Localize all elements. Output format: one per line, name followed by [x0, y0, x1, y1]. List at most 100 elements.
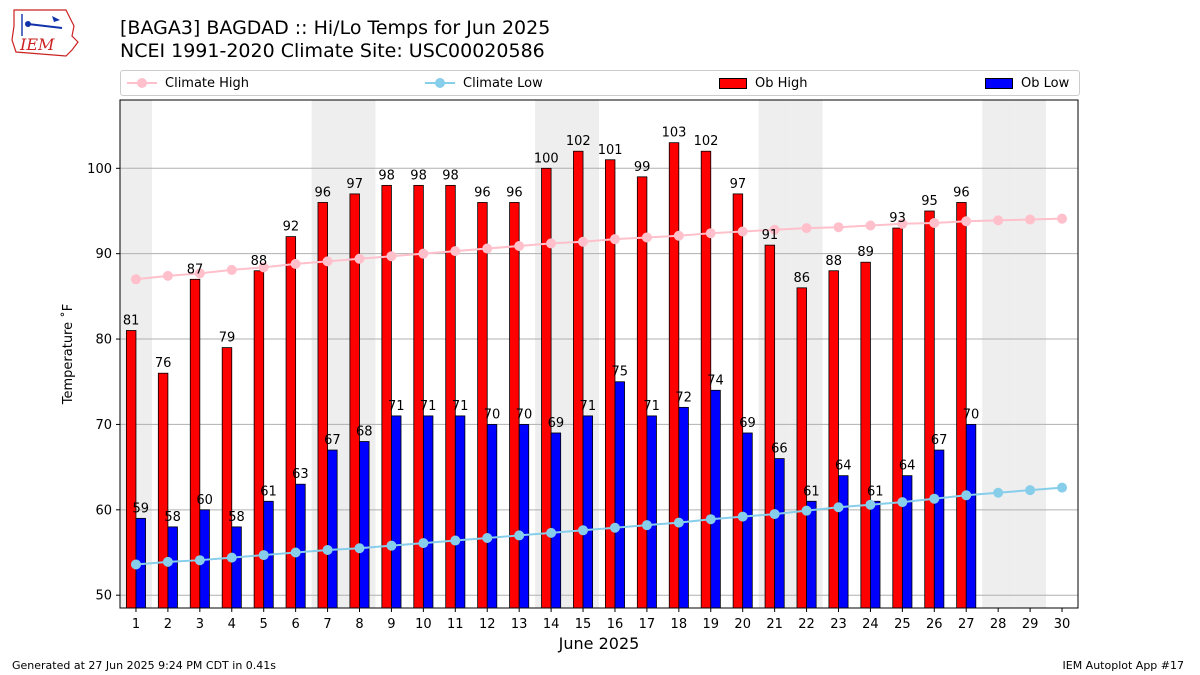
- y-tick-label: 50: [95, 589, 112, 604]
- ob-high-bar: [764, 244, 776, 609]
- climate-low-point: [737, 511, 748, 522]
- ob-high-label: 86: [794, 271, 811, 286]
- legend-label: Climate Low: [463, 75, 543, 91]
- ob-low-label: 64: [899, 459, 916, 474]
- ob-low-bar: [870, 500, 881, 609]
- ob-low-bar: [710, 389, 721, 609]
- ob-high-label: 91: [762, 228, 779, 243]
- ob-high-label: 79: [219, 331, 236, 346]
- ob-high-bar: [924, 210, 935, 609]
- ob-high-bar: [956, 202, 967, 609]
- ob-low-bar: [327, 449, 338, 609]
- bars: [125, 142, 977, 609]
- ob-low-label: 59: [132, 501, 149, 516]
- climate-high-point: [226, 264, 237, 275]
- climate-high-point: [1025, 214, 1036, 225]
- climate-low-point: [386, 540, 397, 551]
- ob-low-label: 64: [835, 459, 852, 474]
- ob-low-bar: [965, 424, 977, 609]
- ob-low-bar: [486, 424, 498, 609]
- ob-low-label: 58: [228, 510, 245, 525]
- ob-high-bar: [892, 227, 903, 609]
- ob-high-label: 93: [889, 211, 906, 226]
- ob-high-label: 98: [410, 168, 427, 183]
- legend-label: Ob High: [755, 75, 808, 91]
- ob-low-label: 71: [580, 399, 597, 414]
- climate-low-point: [130, 559, 141, 570]
- y-axis: 50 60 70 80 90 100: [87, 162, 120, 604]
- y-tick-label: 80: [95, 333, 112, 348]
- climate-high-swatch: [127, 78, 157, 88]
- climate-high-point: [546, 238, 557, 249]
- ob-low-label: 74: [707, 373, 724, 388]
- x-tick-label: 14: [543, 617, 560, 632]
- ob-low-label: 68: [356, 425, 373, 440]
- ob-high-bar: [221, 347, 233, 609]
- weekend-band: [1014, 100, 1047, 608]
- climate-low-point: [418, 538, 429, 549]
- legend-label: Ob Low: [1021, 75, 1070, 91]
- ob-low-label: 70: [516, 407, 533, 422]
- climate-high-point: [290, 258, 301, 269]
- climate-low-point: [705, 514, 716, 525]
- ob-low-label: 61: [260, 484, 277, 499]
- climate-high-point: [386, 251, 397, 262]
- x-tick-label: 25: [894, 617, 911, 632]
- x-axis: 1 2 3 4 5 6 7 8 9 10 11 12 13 14 15 16 17 18 19 20 21 22 23 24 2…: [132, 608, 1070, 632]
- ob-low-bar: [582, 415, 594, 609]
- y-tick-label: 60: [95, 503, 112, 518]
- ob-high-bar: [541, 167, 552, 609]
- x-tick-label: 12: [479, 617, 496, 632]
- x-tick-label: 1: [132, 617, 140, 632]
- x-tick-label: 6: [291, 617, 299, 632]
- x-tick-label: 10: [415, 617, 432, 632]
- ob-low-label: 69: [739, 416, 756, 431]
- ob-high-bar: [732, 193, 744, 609]
- climate-high-point: [514, 240, 525, 251]
- climate-high-point: [673, 230, 684, 241]
- climate-high-point: [801, 223, 812, 234]
- climate-high-point: [418, 248, 429, 259]
- x-tick-label: 20: [734, 617, 751, 632]
- ob-high-label: 100: [534, 151, 559, 166]
- ob-high-bar: [477, 202, 488, 609]
- climate-low-point: [769, 509, 780, 520]
- ob-high-bar: [157, 372, 169, 609]
- x-tick-label: 29: [1022, 617, 1039, 632]
- x-tick-label: 2: [164, 617, 172, 632]
- ob-low-label: 60: [196, 493, 213, 508]
- climate-high-point: [258, 262, 269, 273]
- climate-low-point: [322, 544, 333, 555]
- legend-item-climate-low: Climate Low: [425, 71, 543, 95]
- x-tick-label: 13: [511, 617, 528, 632]
- climate-high-point: [322, 256, 333, 267]
- climate-high-point: [1057, 213, 1068, 224]
- climate-high-point: [194, 268, 205, 279]
- ob-low-label: 61: [803, 484, 820, 499]
- ob-high-label: 98: [442, 168, 459, 183]
- climate-low-point: [450, 535, 461, 546]
- climate-low-point: [993, 487, 1004, 498]
- ob-high-label: 101: [598, 143, 623, 158]
- ob-low-label: 61: [867, 484, 884, 499]
- climate-high-point: [354, 253, 365, 264]
- climate-low-point: [1057, 482, 1068, 493]
- legend-item-climate-high: Climate High: [127, 71, 249, 95]
- ob-low-label: 58: [164, 510, 181, 525]
- climate-high-point: [162, 270, 173, 281]
- climate-high-point: [737, 226, 748, 237]
- x-tick-label: 23: [830, 617, 847, 632]
- ob-low-swatch: [985, 77, 1013, 89]
- x-tick-label: 3: [196, 617, 204, 632]
- climate-low-point: [514, 530, 525, 541]
- climate-low-point: [865, 499, 876, 510]
- legend: Climate High Climate Low Ob High Ob Low: [120, 70, 1080, 96]
- climate-low-point: [833, 502, 844, 513]
- ob-high-label: 89: [857, 245, 874, 260]
- ob-low-bar: [359, 441, 370, 609]
- ob-high-label: 76: [155, 356, 172, 371]
- app-credit: IEM Autoplot App #17: [1062, 659, 1185, 672]
- climate-high-point: [993, 215, 1004, 226]
- ob-low-bar: [167, 526, 178, 609]
